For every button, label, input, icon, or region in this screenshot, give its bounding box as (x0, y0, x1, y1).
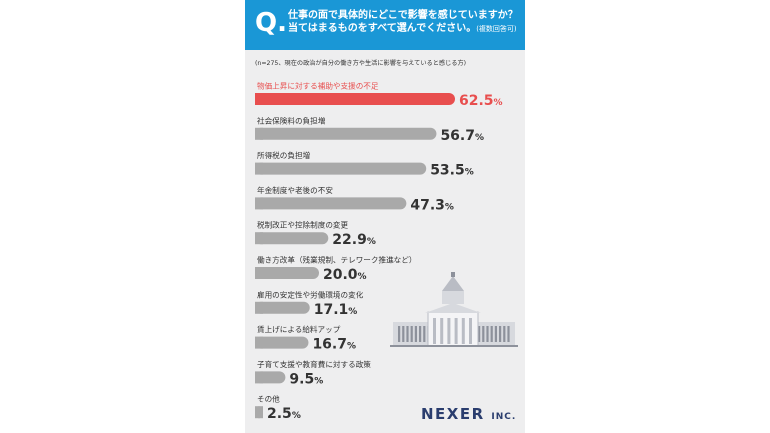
bar-row: その他 2.5% (255, 394, 301, 422)
bar-row: 年金制度や老後の不安 47.3% (255, 185, 454, 213)
bar (255, 162, 427, 175)
question-text: 仕事の面で具体的にどこで影響を感じていますか？ 当てはまるものをすべて選んでくだ… (288, 9, 522, 36)
wing-window (486, 326, 489, 342)
value-unit: % (465, 168, 474, 178)
value-unit: % (347, 342, 356, 352)
bar (255, 232, 329, 245)
value-label: 53.5% (430, 163, 474, 179)
question-note: (複数回答可) (476, 25, 517, 33)
category-label: 賃上げによる給料アップ (257, 324, 341, 334)
question-line-2: 当てはまるものをすべて選んでください。(複数回答可) (288, 22, 522, 36)
category-label: その他 (257, 394, 280, 404)
category-label: 税制改正や控除制度の変更 (257, 220, 349, 230)
category-label: 子育て支援や教育費に対する政策 (257, 359, 371, 369)
wing-window (482, 326, 485, 342)
category-label: 社会保険料の負担増 (257, 115, 326, 125)
wing-window (410, 326, 413, 342)
wing-window (490, 326, 493, 342)
company-logo: NEXER INC. (421, 405, 516, 423)
question-line-2-text: 当てはまるものをすべて選んでください。 (288, 23, 477, 34)
value-unit: % (445, 202, 454, 212)
value-unit: % (348, 307, 357, 317)
building-column (447, 318, 451, 344)
category-label: 働き方改革（残業規制、テレワーク推進など） (257, 255, 416, 265)
bar-row: 働き方改革（残業規制、テレワーク推進など） 20.0% (255, 255, 416, 283)
building-column (454, 318, 458, 344)
bar-row: 物価上昇に対する補助や支援の不足 62.5% (255, 81, 503, 109)
value-label: 2.5% (267, 406, 301, 422)
bar-row: 社会保険料の負担増 56.7% (255, 115, 484, 144)
category-label: 雇用の安定性や労働環境の変化 (257, 289, 364, 299)
value-label: 47.3% (410, 197, 454, 213)
bar (255, 127, 437, 140)
bar-row: 賃上げによる給料アップ 16.7% (255, 324, 356, 353)
wing-window (423, 326, 426, 342)
bar-row: 税制改正や控除制度の変更 22.9% (255, 220, 376, 248)
value-label: 62.5% (459, 93, 503, 109)
value-label: 22.9% (332, 232, 376, 248)
building-column (440, 318, 444, 344)
wing-window (499, 326, 502, 342)
survey-card: Q. 仕事の面で具体的にどこで影響を感じていますか？ 当てはまるものをすべて選ん… (245, 0, 525, 433)
bar (255, 336, 309, 349)
bar-square-end (255, 371, 263, 384)
building-column (461, 318, 465, 344)
logo-sub: INC. (491, 412, 517, 422)
building-ground (390, 345, 518, 347)
bars-group: 物価上昇に対する補助や支援の不足 62.5% 社会保険料の負担増 56.7% 所得税の負… (255, 81, 503, 422)
value-label: 9.5% (289, 371, 323, 387)
value-unit: % (367, 237, 376, 247)
value-label: 16.7% (312, 337, 356, 353)
wing-window (402, 326, 405, 342)
tower-top (451, 272, 455, 277)
bar-row: 雇用の安定性や労働環境の変化 17.1% (255, 289, 364, 318)
building-column (433, 318, 436, 344)
value-unit: % (358, 272, 367, 282)
diet-building-illustration (390, 272, 518, 347)
question-line-1: 仕事の面で具体的にどこで影響を感じていますか？ (288, 10, 518, 21)
wing-window (414, 326, 417, 342)
wing-window (503, 326, 506, 342)
bar-square-end (255, 301, 263, 314)
category-label: 年金制度や老後の不安 (257, 185, 333, 195)
bar (255, 197, 407, 210)
category-label: 所得税の負担増 (257, 150, 311, 160)
bar-square-end (255, 197, 263, 210)
bar-square-end (255, 127, 263, 140)
building-column (469, 318, 472, 344)
bar-square-end (255, 93, 263, 105)
value-label: 17.1% (314, 302, 358, 318)
value-label: 56.7% (440, 128, 484, 144)
tower-base (442, 291, 464, 304)
tower-roof (442, 276, 464, 291)
logo-main: NEXER (421, 405, 485, 423)
bar-square-end (255, 267, 263, 279)
sample-note: (n=275、現在の政治が自分の働き方や生活に影響を与えていると感じる方) (255, 60, 467, 67)
value-unit: % (314, 376, 323, 386)
bar-square-end (255, 336, 263, 349)
question-header: Q. 仕事の面で具体的にどこで影響を感じていますか？ 当てはまるものをすべて選ん… (245, 0, 525, 50)
bar-square-end (255, 406, 263, 419)
category-label: 物価上昇に対する補助や支援の不足 (257, 81, 379, 91)
bar-square-end (255, 162, 263, 175)
bar (255, 267, 319, 279)
wing-window (507, 326, 510, 342)
wing-window (406, 326, 409, 342)
value-label: 20.0% (323, 267, 367, 283)
bar-row: 所得税の負担増 53.5% (255, 150, 474, 179)
value-unit: % (292, 411, 301, 421)
value-unit: % (475, 133, 484, 143)
building-pediment (425, 303, 481, 313)
wing-window (494, 326, 497, 342)
bar-row: 子育て支援や教育費に対する政策 9.5% (255, 359, 371, 387)
value-unit: % (494, 98, 503, 108)
question-mark: Q. (255, 8, 287, 38)
wing-window (398, 326, 401, 342)
bar (255, 301, 310, 314)
wing-window (419, 326, 422, 342)
bar (255, 93, 455, 105)
wing-window (478, 326, 481, 342)
bar-square-end (255, 232, 263, 245)
bar-chart: 物価上昇に対する補助や支援の不足 62.5% 社会保険料の負担増 56.7% 所得税の負… (255, 81, 518, 422)
